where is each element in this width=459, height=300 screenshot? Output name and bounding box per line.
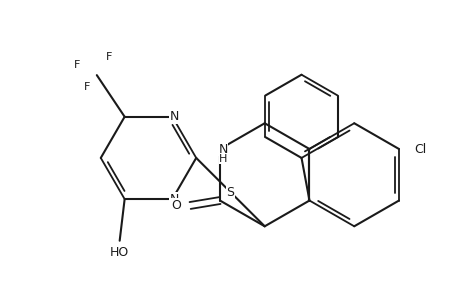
Text: O: O <box>171 199 181 212</box>
Text: F: F <box>73 60 80 70</box>
Text: H: H <box>218 154 227 164</box>
Text: HO: HO <box>110 246 129 259</box>
Text: F: F <box>84 82 90 92</box>
Text: N: N <box>218 142 227 155</box>
Text: N: N <box>169 193 179 206</box>
Text: F: F <box>105 52 112 62</box>
Text: Cl: Cl <box>414 142 426 155</box>
Text: N: N <box>169 110 179 123</box>
Text: S: S <box>226 186 234 199</box>
